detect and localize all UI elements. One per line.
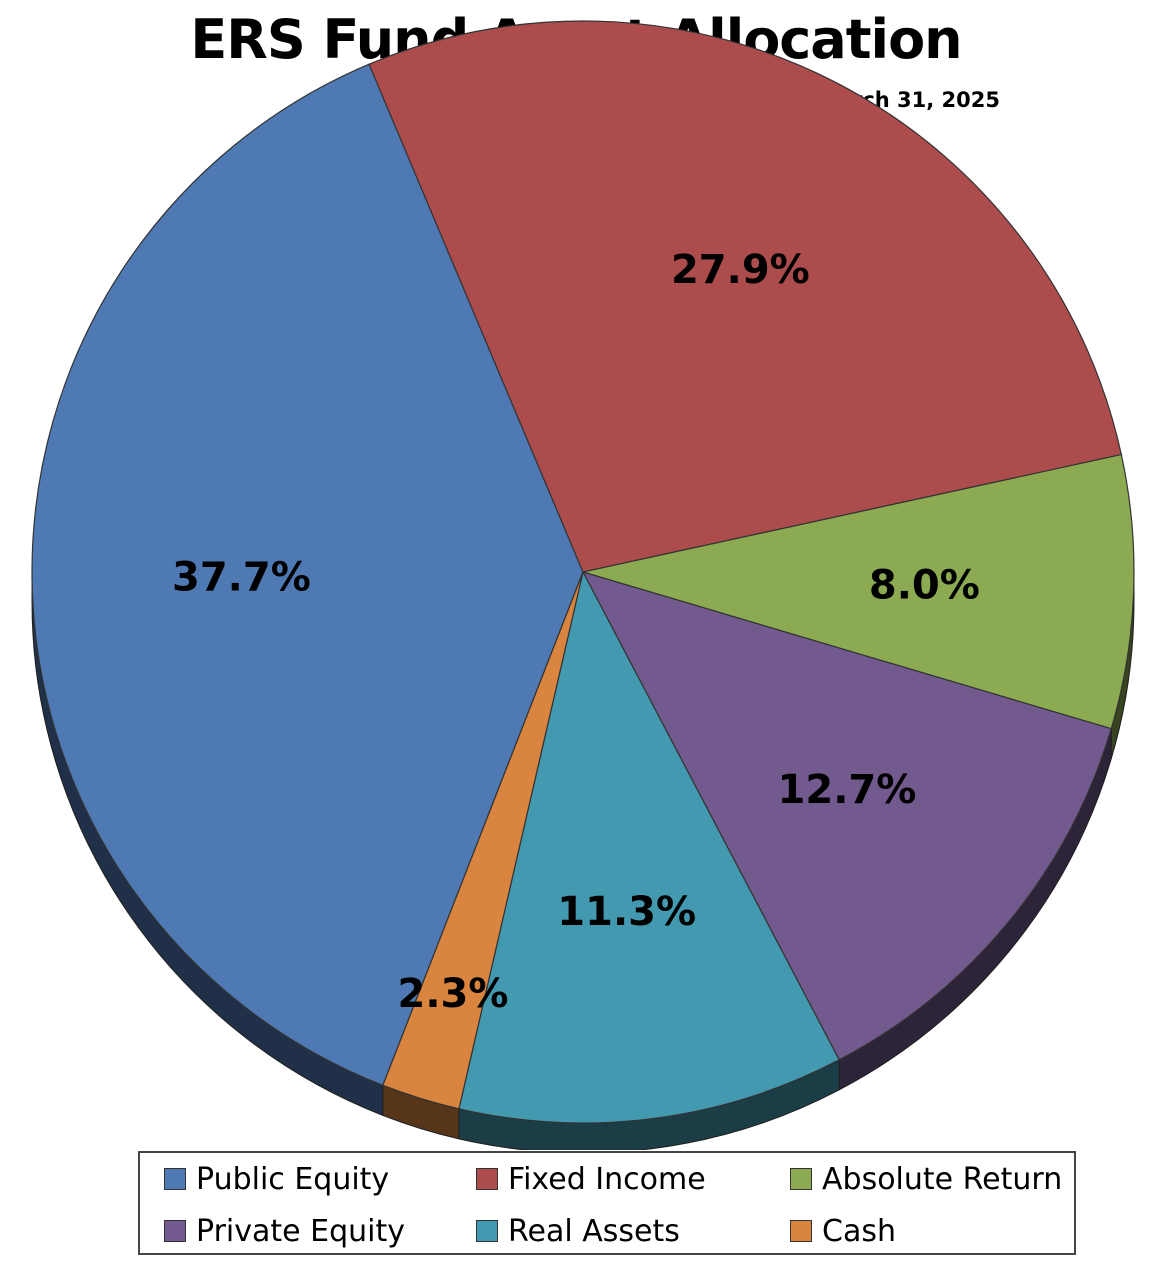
pie-chart: 37.7% 27.9% 8.0% 12.7% 11.3% 2.3%	[31, 20, 1135, 1150]
legend: Public Equity Fixed Income Absolute Retu…	[138, 1151, 1076, 1255]
legend-label: Real Assets	[508, 1213, 680, 1249]
legend-label: Absolute Return	[822, 1161, 1063, 1197]
pie-slice-absolute-return	[582, 453, 1135, 730]
pie-data-label-cash: 2.3%	[398, 971, 509, 1017]
legend-item-private-equity: Private Equity	[164, 1211, 405, 1251]
pie-slice-public-equity	[31, 63, 584, 1087]
legend-swatch	[164, 1168, 186, 1190]
pie-slice-private-equity	[581, 571, 1112, 1061]
pie-data-label-absolute-return: 8.0%	[869, 563, 980, 609]
legend-item-real-assets: Real Assets	[476, 1211, 680, 1251]
pie-data-label-fixed-income: 27.9%	[671, 247, 810, 293]
pie-data-label-private-equity: 12.7%	[778, 767, 917, 813]
legend-item-cash: Cash	[790, 1211, 896, 1251]
legend-swatch	[476, 1220, 498, 1242]
legend-label: Cash	[822, 1213, 896, 1249]
pie-slice-fixed-income	[368, 20, 1123, 573]
legend-item-public-equity: Public Equity	[164, 1159, 389, 1199]
legend-label: Public Equity	[196, 1161, 390, 1197]
pie-data-label-public-equity: 37.7%	[172, 555, 311, 601]
legend-swatch	[164, 1220, 186, 1242]
legend-item-fixed-income: Fixed Income	[476, 1159, 706, 1199]
legend-label: Fixed Income	[508, 1161, 706, 1197]
legend-label: Private Equity	[196, 1213, 405, 1249]
pie-slice-cash	[382, 571, 584, 1110]
legend-swatch	[790, 1220, 812, 1242]
pie-slice-real-assets	[458, 570, 841, 1124]
legend-swatch	[790, 1168, 812, 1190]
pie-data-label-real-assets: 11.3%	[557, 889, 696, 935]
legend-swatch	[476, 1168, 498, 1190]
legend-item-absolute-return: Absolute Return	[790, 1159, 1062, 1199]
